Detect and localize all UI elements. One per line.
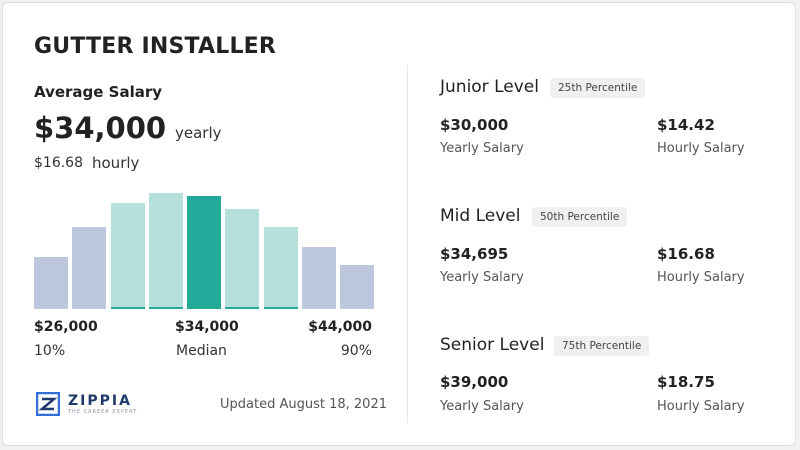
senior-yearly-value: $39,000	[440, 373, 509, 391]
mid-hourly-label: Hourly Salary	[657, 270, 745, 285]
percentile-badge-junior: 25th Percentile	[550, 78, 646, 98]
axis-right-percentile: 90%	[340, 343, 372, 359]
axis-left-percentile: 10%	[34, 343, 66, 359]
histogram-bar	[148, 193, 183, 309]
axis-center-label: Median	[176, 343, 227, 359]
average-salary-label: Average Salary	[34, 83, 163, 101]
salary-distribution-chart	[34, 193, 374, 309]
axis-center-value: $34,000	[175, 319, 239, 335]
mid-hourly-value: $16.68	[657, 245, 715, 263]
histogram-bar-underline	[148, 307, 183, 309]
level-title-junior: Junior Level	[440, 77, 539, 97]
salary-unit-hourly: hourly	[92, 154, 140, 172]
axis-left-value: $26,000	[34, 319, 98, 335]
junior-hourly-label: Hourly Salary	[657, 141, 745, 156]
updated-date: Updated August 18, 2021	[220, 397, 387, 412]
level-title-mid: Mid Level	[440, 206, 521, 226]
histogram-bar-underline	[110, 307, 145, 309]
axis-right-value: $44,000	[308, 319, 372, 335]
zippia-logo-text[interactable]: ZIPPIA	[68, 393, 132, 409]
histogram-bar	[72, 227, 107, 309]
histogram-bar	[340, 265, 374, 309]
histogram-bar	[263, 227, 298, 309]
junior-yearly-label: Yearly Salary	[440, 141, 524, 156]
percentile-badge-mid: 50th Percentile	[532, 207, 628, 227]
hourly-salary-value: $16.68	[34, 155, 83, 171]
senior-yearly-label: Yearly Salary	[440, 399, 524, 414]
mid-yearly-label: Yearly Salary	[440, 270, 524, 285]
junior-hourly-value: $14.42	[657, 116, 715, 134]
histogram-bar	[110, 203, 145, 309]
histogram-bar	[301, 247, 336, 309]
level-title-senior: Senior Level	[440, 335, 545, 355]
column-divider	[407, 65, 408, 423]
senior-hourly-value: $18.75	[657, 373, 715, 391]
mid-yearly-value: $34,695	[440, 245, 509, 263]
salary-card: GUTTER INSTALLER Average Salary $34,000 …	[2, 2, 796, 446]
job-title: GUTTER INSTALLER	[34, 34, 277, 59]
histogram-bar	[225, 209, 260, 309]
zippia-logo-tagline: THE CAREER EXPERT	[68, 409, 138, 415]
histogram-bar-underline	[225, 307, 260, 309]
salary-unit-yearly: yearly	[175, 124, 222, 142]
senior-hourly-label: Hourly Salary	[657, 399, 745, 414]
junior-yearly-value: $30,000	[440, 116, 509, 134]
histogram-bar	[187, 196, 221, 309]
histogram-bar	[34, 257, 68, 309]
zippia-logo-icon[interactable]	[36, 392, 60, 416]
histogram-bar-underline	[263, 307, 298, 309]
percentile-badge-senior: 75th Percentile	[554, 336, 650, 356]
average-salary-value: $34,000	[34, 111, 167, 145]
